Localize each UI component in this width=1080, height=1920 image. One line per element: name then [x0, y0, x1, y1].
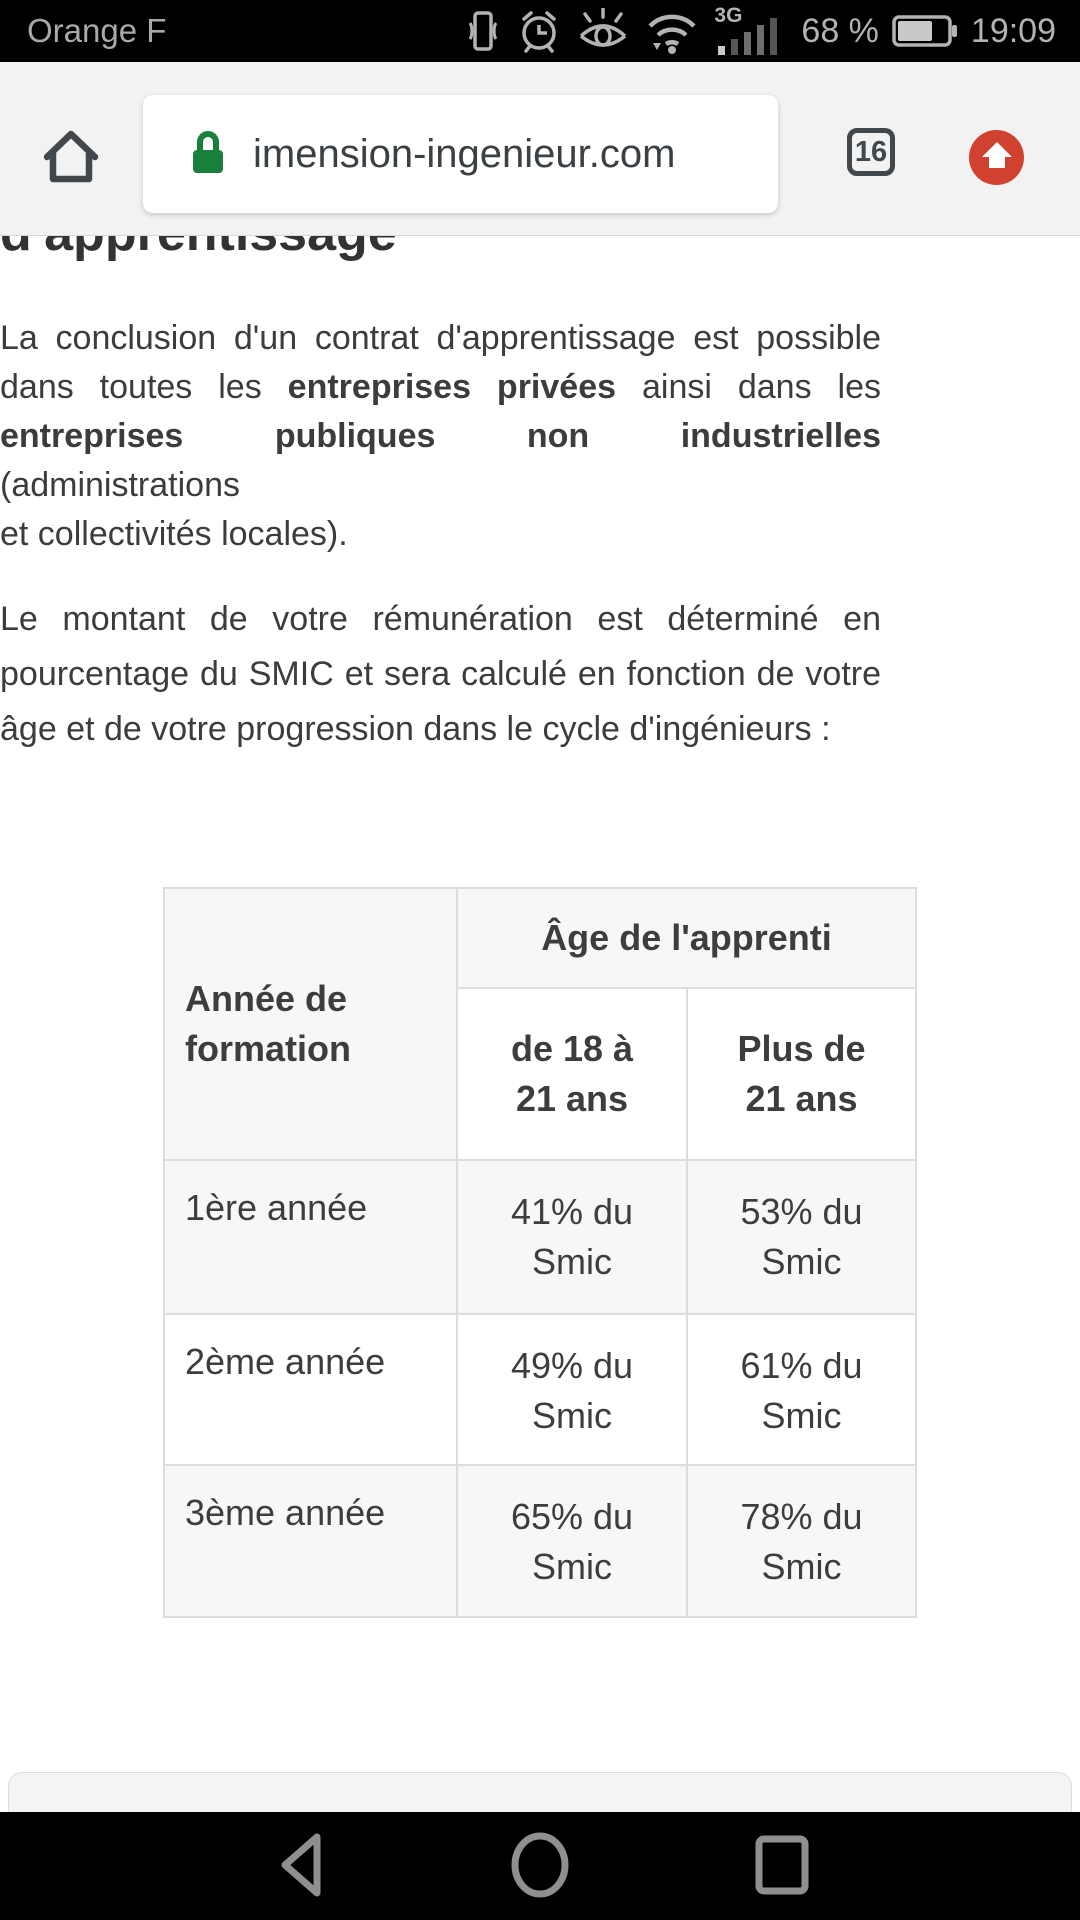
table-row: 2ème année 49% du Smic 61% du Smic — [163, 1313, 917, 1466]
clock-label: 19:09 — [970, 11, 1056, 50]
rate-cell: 65% du Smic — [456, 1464, 688, 1618]
paragraph-line: pourcentage du SMIC et sera calculé en f… — [0, 655, 881, 693]
address-bar[interactable]: imension-ingenieur.com — [143, 95, 778, 213]
home-button[interactable] — [480, 1812, 600, 1920]
table-row: 3ème année 65% du Smic 78% du Smic — [163, 1464, 917, 1618]
battery-icon — [892, 12, 958, 50]
network-type-label: 3G — [714, 4, 743, 27]
wifi-icon — [643, 7, 701, 55]
browser-home-button[interactable] — [38, 124, 104, 188]
paragraph-line: et collectivités locales). — [0, 515, 348, 553]
paragraph-intro: La conclusion d'un contrat d'apprentissa… — [0, 314, 881, 559]
paragraph-remuneration: Le montant de votre rémunération est dét… — [0, 592, 881, 757]
rate-cell: 49% du Smic — [456, 1313, 688, 1466]
table-col-header: Plus de 21 ans — [686, 987, 917, 1161]
paragraph-line: Le montant de votre rémunération est dét… — [0, 600, 881, 638]
text-run-bold: entreprises publiques non industrielles — [0, 417, 881, 455]
web-page: d'apprentissage La conclusion d'un contr… — [0, 204, 1072, 1821]
browser-toolbar: imension-ingenieur.com 16 — [0, 62, 1080, 236]
scroll-to-top-button[interactable] — [969, 130, 1024, 185]
rate-cell: 61% du Smic — [686, 1313, 917, 1466]
alarm-icon — [515, 7, 563, 55]
tab-count: 16 — [854, 135, 888, 168]
text-run: ainsi dans les — [616, 368, 881, 406]
status-icons: 3G 68 % 19:09 — [464, 0, 1056, 62]
table-col-header: de 18 à 21 ans — [456, 987, 688, 1161]
row-label: 3ème année — [163, 1464, 458, 1618]
secure-lock-icon — [187, 127, 229, 182]
home-circle-icon — [509, 1831, 571, 1902]
table-group-header: Âge de l'apprenti — [456, 887, 917, 989]
arrow-up-icon — [979, 140, 1015, 175]
android-nav-bar — [0, 1812, 1080, 1920]
text-run: (administrations — [0, 466, 240, 504]
status-bar: Orange F — [0, 0, 1080, 62]
row-label: 2ème année — [163, 1313, 458, 1466]
rate-cell: 41% du Smic — [456, 1159, 688, 1315]
text-run-bold: entreprises privées — [287, 368, 617, 406]
tab-switcher-button[interactable]: 16 — [847, 128, 895, 176]
table-corner-header: Année de formation — [163, 887, 458, 1161]
rate-cell: 53% du Smic — [686, 1159, 917, 1315]
paragraph-line: La conclusion d'un contrat d'apprentissa… — [0, 319, 881, 357]
text-run: dans toutes les — [0, 368, 288, 406]
remuneration-table: Année de formation Âge de l'apprenti de … — [163, 887, 917, 1618]
signal-icon: 3G — [714, 4, 788, 56]
paragraph-line: entreprises publiques non industrielles … — [0, 412, 881, 510]
back-button[interactable] — [240, 1812, 360, 1920]
recents-square-icon — [754, 1834, 810, 1899]
recents-button[interactable] — [722, 1812, 842, 1920]
paragraph-line: dans toutes les entreprises privées ains… — [0, 363, 881, 412]
row-label: 1ère année — [163, 1159, 458, 1315]
eye-comfort-icon — [576, 8, 630, 54]
table-row: 1ère année 41% du Smic 53% du Smic — [163, 1159, 917, 1315]
url-text: imension-ingenieur.com — [253, 131, 676, 176]
battery-percent-label: 68 % — [801, 11, 879, 50]
paragraph-line: âge et de votre progression dans le cycl… — [0, 710, 831, 748]
vibrate-icon — [464, 7, 502, 55]
carrier-label: Orange F — [27, 12, 167, 49]
back-triangle-icon — [277, 1830, 323, 1903]
rate-cell: 78% du Smic — [686, 1464, 917, 1618]
